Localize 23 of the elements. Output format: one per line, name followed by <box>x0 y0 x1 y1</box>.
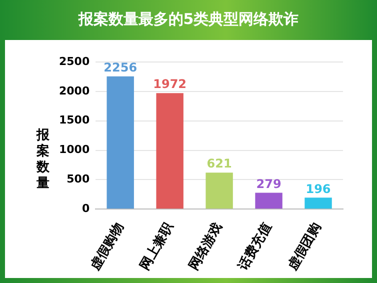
bar <box>255 192 282 209</box>
data-label: 196 <box>306 182 331 196</box>
y-axis-title: 报案数量 <box>35 128 50 192</box>
x-tick-label: 网上兼职 <box>137 219 177 273</box>
y-tick-label: 0 <box>82 202 90 216</box>
y-tick-label: 500 <box>66 172 90 186</box>
y-tick-label: 2000 <box>58 84 90 98</box>
data-label: 621 <box>206 156 232 171</box>
x-tick-label: 网络游戏 <box>186 220 226 273</box>
bar <box>304 198 332 209</box>
bar <box>156 93 184 209</box>
bar <box>106 76 134 209</box>
y-tick-label: 1500 <box>58 114 90 127</box>
bar <box>206 172 233 209</box>
y-tick-label: 1000 <box>58 143 90 156</box>
data-label: 2256 <box>104 60 138 74</box>
chart-title: 报案数量最多的5类典型网络欺诈 <box>77 9 300 30</box>
x-tick-label: 虚假购物 <box>87 220 127 274</box>
x-tick-label: 虚假团购 <box>285 220 325 274</box>
y-tick-label: 2500 <box>58 54 90 68</box>
data-label: 279 <box>256 176 282 191</box>
data-label: 1972 <box>153 77 187 92</box>
x-tick-label: 话费充值 <box>234 220 276 274</box>
